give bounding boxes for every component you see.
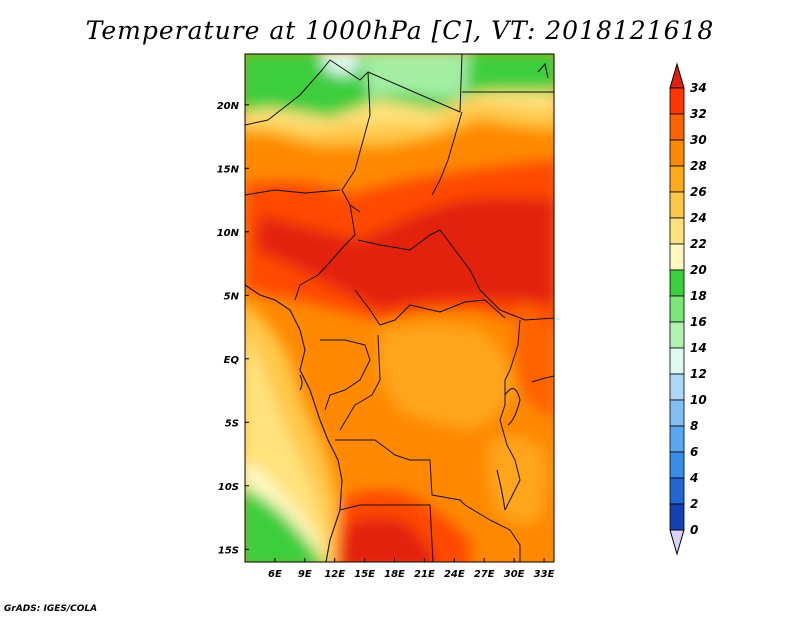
field-zone-18	[360, 54, 470, 100]
border-drc-east	[499, 319, 521, 511]
border-chad-sudan	[431, 111, 463, 196]
colorbar-label-26: 26	[690, 185, 707, 199]
border-lake-victoria	[531, 375, 554, 383]
lat-label-10S: 10S	[218, 482, 239, 493]
colorbar-swatch-14-12	[669, 347, 685, 375]
field-zone-28-east	[488, 436, 547, 524]
colorbar-label-20: 20	[690, 263, 707, 277]
lon-label-12E: 12E	[324, 569, 345, 580]
colorbar-label-34: 34	[690, 81, 707, 95]
lake-malawi	[496, 469, 506, 511]
field-zone-20-south	[245, 487, 323, 562]
border-sahel	[245, 189, 341, 196]
lon-label-33E: 33E	[534, 569, 555, 580]
border-car-north	[357, 229, 554, 321]
coastline-atlantic	[245, 284, 343, 562]
field-zone-16	[321, 54, 360, 76]
island-bioko	[299, 374, 303, 391]
field-zone-30-east	[515, 300, 554, 419]
colorbar-swatch-28-26	[669, 165, 685, 193]
lat-label-5S: 5S	[225, 418, 239, 429]
map-title: Temperature at 1000hPa [C], VT: 20181216…	[85, 16, 715, 45]
lon-label-24E: 24E	[444, 569, 465, 580]
colorbar-label-32: 32	[690, 107, 707, 121]
lat-label-20N: 20N	[217, 101, 240, 112]
colorbar-swatch-18-16	[669, 295, 685, 323]
colorbar-swatch-22-20	[669, 243, 685, 271]
grads-credit: GrADS: IGES/COLA	[4, 604, 98, 614]
lat-label-10N: 10N	[217, 228, 240, 239]
colorbar-swatch-10-8	[669, 399, 685, 427]
border-angola-drc	[335, 439, 466, 506]
border-nigeria-cameroon	[294, 204, 356, 301]
colorbar-label-2: 2	[690, 497, 698, 511]
colorbar-swatch-16-14	[669, 321, 685, 349]
field-zone-28	[378, 325, 515, 430]
colorbar-label-24: 24	[690, 211, 707, 225]
colorbar-over-arrow	[669, 62, 685, 89]
country-borders	[245, 54, 554, 562]
colorbar-label-4: 4	[689, 471, 698, 485]
colorbar-swatch-24-22	[669, 217, 685, 245]
lon-label-21E: 21E	[414, 569, 435, 580]
colorbar-label-22: 22	[690, 237, 707, 251]
colorbar-swatch-12-10	[669, 373, 685, 401]
border-car-south	[354, 289, 506, 326]
colorbar-label-16: 16	[690, 315, 707, 329]
colorbar-label-28: 28	[690, 159, 707, 173]
colorbar-label-0: 0	[690, 523, 698, 537]
colorbar-swatch-8-6	[669, 425, 685, 453]
temperature-field	[245, 54, 554, 562]
lon-label-27E: 27E	[474, 569, 495, 580]
colorbar-swatch-34-32	[669, 87, 685, 115]
colorbar-swatch-30-28	[669, 139, 685, 167]
lat-label-5N: 5N	[224, 291, 240, 302]
colorbar-under-arrow	[669, 529, 685, 556]
lon-label-18E: 18E	[384, 569, 405, 580]
colorbar-label-14: 14	[690, 341, 707, 355]
map-frame	[244, 53, 555, 563]
border-congo	[339, 334, 381, 431]
colorbar-swatch-32-30	[669, 113, 685, 141]
axis-ticks	[245, 104, 545, 562]
colorbar-swatch-6-4	[669, 451, 685, 479]
axis-labels: 6E 9E 12E 15E 18E 21E 24E 27E 30E 33E 20N 15N 10N 5N E…	[217, 101, 555, 580]
border-gabon	[320, 339, 371, 411]
colorbar-label-30: 30	[690, 133, 707, 147]
colorbar-label-8: 8	[690, 419, 698, 433]
field-zone-34-south	[340, 517, 437, 562]
coastline	[245, 62, 549, 562]
border-zambia	[464, 504, 521, 562]
colorbar-label-18: 18	[690, 289, 707, 303]
lake-tanganyika-north	[504, 388, 521, 426]
colorbar-label-10: 10	[690, 393, 707, 407]
colorbar-swatch-20-18	[669, 269, 685, 297]
red-sea-coast	[537, 62, 549, 79]
lat-label-15N: 15N	[217, 164, 240, 175]
colorbar-label-12: 12	[690, 367, 707, 381]
field-zone-34	[255, 197, 554, 310]
border-angola-zambia	[339, 504, 434, 562]
lat-label-EQ: EQ	[224, 355, 240, 366]
lon-label-15E: 15E	[354, 569, 375, 580]
lon-label-6E: 6E	[268, 569, 282, 580]
border-niger-chad	[341, 71, 371, 213]
colorbar-swatch-2-0	[669, 503, 685, 531]
lon-label-9E: 9E	[298, 569, 312, 580]
lon-label-30E: 30E	[504, 569, 525, 580]
colorbar-swatch-4-2	[669, 477, 685, 505]
colorbar-swatch-26-24	[669, 191, 685, 219]
lat-label-15S: 15S	[218, 545, 239, 556]
border-north	[245, 54, 463, 126]
colorbar-label-6: 6	[690, 445, 698, 459]
